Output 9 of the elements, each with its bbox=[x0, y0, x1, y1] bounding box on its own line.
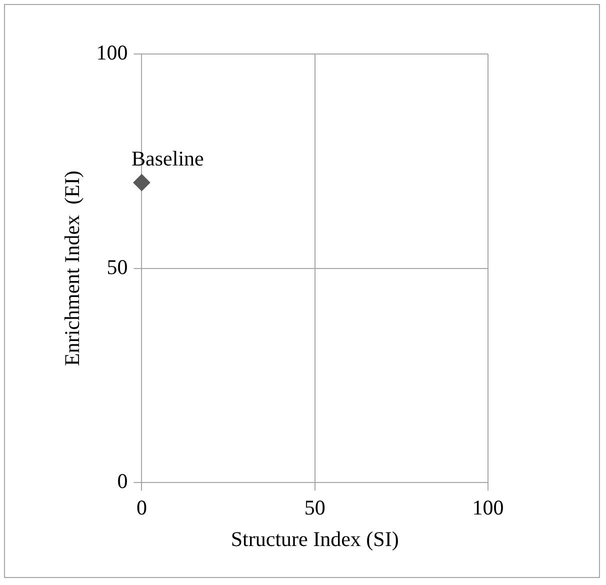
y-axis-title: Enrichment Index (EI) bbox=[60, 170, 84, 366]
x-tick-label: 100 bbox=[472, 496, 504, 520]
x-tick-label: 50 bbox=[304, 496, 326, 520]
x-axis-title: Structure Index (SI) bbox=[230, 526, 399, 551]
y-tick-label: 50 bbox=[106, 254, 128, 279]
series-label: Baseline bbox=[132, 146, 204, 171]
y-tick-label: 0 bbox=[117, 469, 128, 494]
y-tick-label: 100 bbox=[96, 40, 128, 65]
x-tick-label: 0 bbox=[136, 496, 147, 520]
